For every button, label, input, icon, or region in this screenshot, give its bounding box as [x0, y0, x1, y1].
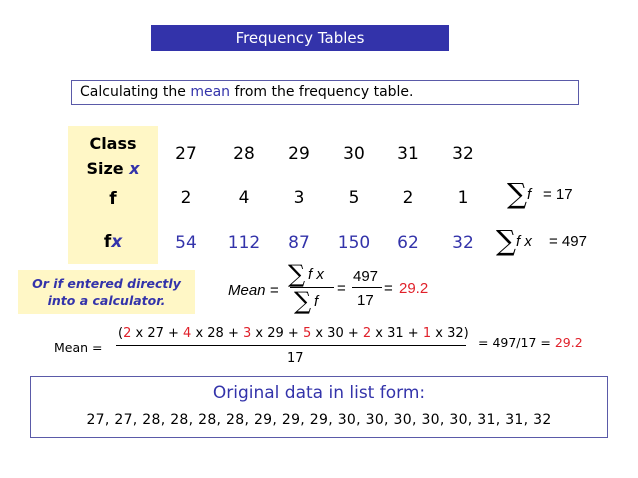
- fx-cell: 112: [227, 233, 261, 253]
- note-line-2: into a calculator.: [47, 293, 166, 308]
- expression-term: (: [118, 326, 124, 341]
- frequency-cell: 3: [293, 188, 305, 208]
- fx-cell: 62: [397, 233, 419, 253]
- intro-text-end: from the frequency table.: [230, 84, 414, 100]
- expanded-result-value: 29.2: [554, 335, 583, 350]
- expression-term: x 29 +: [251, 326, 303, 341]
- expanded-numerator: (2 x 27 + 4 x 28 + 3 x 29 + 5 x 30 + 2 x…: [118, 326, 469, 341]
- fx-f: f: [103, 232, 112, 252]
- mean-den-var: f: [314, 293, 319, 310]
- class-label: Class: [89, 134, 137, 153]
- mean-formula-label: Mean =: [228, 282, 279, 299]
- sum-fx-value: = 497: [549, 233, 587, 250]
- sum-fx-var: f x: [516, 233, 532, 250]
- class-cell: 29: [288, 144, 310, 164]
- sigma-fx-icon: ∑: [496, 224, 516, 257]
- size-text: Size: [86, 159, 130, 178]
- mean-num-var: f x: [308, 266, 324, 283]
- note-line-1: Or if entered directly: [32, 276, 181, 291]
- expression-term: x 28 +: [191, 326, 243, 341]
- raw-data-box: Original data in list form: 27, 27, 28, …: [30, 376, 608, 438]
- expanded-denominator: 17: [287, 351, 304, 366]
- frequency-term: 4: [183, 326, 192, 341]
- class-cell: 28: [233, 144, 255, 164]
- expanded-mean-label: Mean =: [54, 340, 103, 355]
- frequency-cell: 4: [238, 188, 250, 208]
- fx-cell: 54: [175, 233, 197, 253]
- sigma-num-icon: ∑: [288, 260, 306, 288]
- mean-fraction-line: [290, 287, 334, 288]
- mean-den-value: 17: [357, 292, 374, 309]
- frequency-term: 2: [362, 326, 372, 341]
- sum-f-var: f: [527, 186, 532, 203]
- expanded-result-text: = 497/17 =: [478, 335, 555, 350]
- sigma-den-icon: ∑: [294, 287, 312, 315]
- mean-num-value: 497: [353, 268, 379, 285]
- raw-data-values: 27, 27, 28, 28, 28, 28, 29, 29, 29, 30, …: [86, 412, 552, 428]
- intro-text-start: Calculating the: [80, 84, 191, 100]
- f-label: f: [109, 189, 117, 209]
- fx-cell: 32: [452, 233, 474, 253]
- class-cell: 30: [343, 144, 365, 164]
- expression-term: x 32): [431, 326, 469, 341]
- frequency-cell: 5: [348, 188, 360, 208]
- expression-term: x 31 +: [371, 326, 423, 341]
- fx-x: x: [111, 232, 123, 252]
- sigma-f-icon: ∑: [507, 177, 527, 210]
- value-fraction-line: [352, 287, 382, 288]
- frequency-cell: 1: [457, 188, 469, 208]
- fx-label: fx: [68, 232, 158, 252]
- x-symbol: x: [129, 159, 140, 178]
- frequency-cell: 2: [402, 188, 414, 208]
- expanded-fraction-line: [116, 345, 466, 346]
- frequency-term: 5: [302, 326, 312, 341]
- fx-cell: 87: [288, 233, 310, 253]
- fx-cell: 150: [337, 233, 371, 253]
- mean-eq-1: =: [337, 280, 346, 297]
- page-title: Frequency Tables: [151, 25, 449, 51]
- class-cell: 27: [175, 144, 197, 164]
- size-label: Size x: [68, 159, 158, 178]
- frequency-term: 3: [242, 326, 252, 341]
- mean-eq-2: =: [384, 280, 393, 297]
- frequency-term: 1: [422, 326, 432, 341]
- raw-data-title: Original data in list form:: [212, 383, 426, 403]
- mean-result: 29.2: [399, 280, 429, 297]
- intro-box: Calculating the mean from the frequency …: [71, 80, 579, 105]
- intro-highlight: mean: [190, 84, 231, 100]
- frequency-cell: 2: [180, 188, 192, 208]
- expression-term: x 27 +: [131, 326, 184, 341]
- frequency-term: 2: [123, 326, 132, 341]
- class-cell: 31: [397, 144, 419, 164]
- class-cell: 32: [452, 144, 474, 164]
- sum-f-value: = 17: [543, 186, 573, 203]
- row-labels-column: Class Size x f fx: [68, 126, 158, 264]
- expanded-result: = 497/17 = 29.2: [478, 335, 583, 350]
- calculator-note: Or if entered directly into a calculator…: [18, 270, 195, 314]
- expression-term: x 30 +: [311, 326, 363, 341]
